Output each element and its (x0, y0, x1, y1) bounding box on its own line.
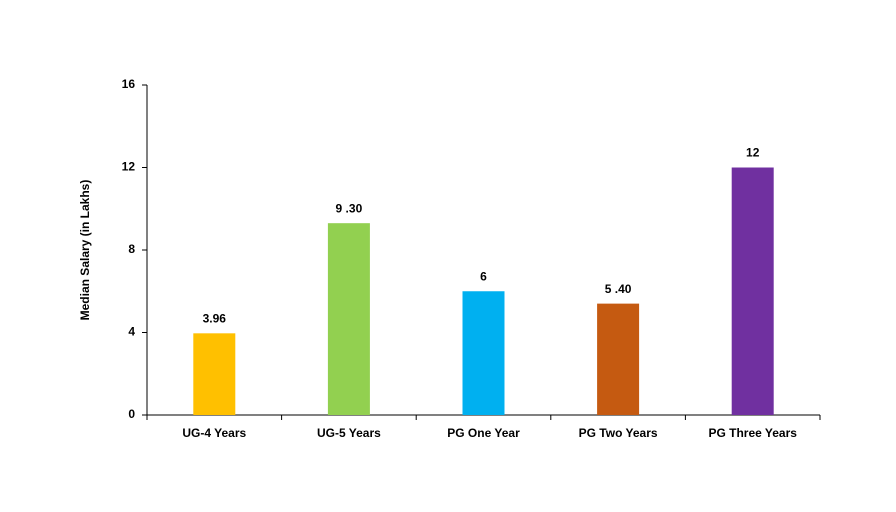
value-label: 3.96 (203, 311, 227, 325)
value-label: 5 .40 (605, 282, 632, 296)
bar (193, 333, 236, 415)
value-label: 12 (746, 146, 760, 160)
bar (462, 291, 505, 415)
bar (327, 223, 370, 415)
y-tick-label: 12 (122, 160, 136, 174)
value-label: 9 .30 (336, 201, 363, 215)
x-tick-label: PG One Year (447, 426, 520, 440)
bar (597, 303, 640, 415)
x-tick-label: PG Three Years (708, 426, 797, 440)
bar (731, 167, 774, 415)
x-tick-label: PG Two Years (579, 426, 658, 440)
y-tick-label: 16 (122, 77, 136, 91)
x-tick-label: UG-4 Years (182, 426, 246, 440)
x-tick-label: UG-5 Years (317, 426, 381, 440)
y-axis-label: Median Salary (in Lakhs) (78, 180, 92, 321)
y-tick-label: 4 (128, 325, 135, 339)
y-tick-label: 0 (128, 407, 135, 421)
value-label: 6 (480, 269, 487, 283)
y-tick-label: 8 (128, 242, 135, 256)
